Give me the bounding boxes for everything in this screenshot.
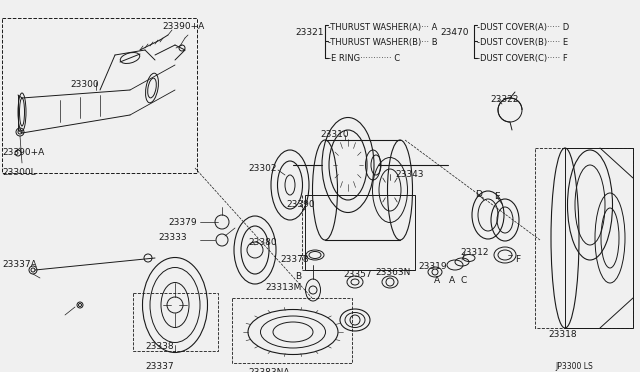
Text: 23337: 23337 bbox=[145, 362, 173, 371]
Text: B: B bbox=[295, 272, 301, 281]
Text: C: C bbox=[461, 276, 467, 285]
Bar bbox=[535, 148, 633, 328]
Text: 23380: 23380 bbox=[248, 238, 276, 247]
Text: A: A bbox=[449, 276, 455, 285]
Text: 23312: 23312 bbox=[460, 248, 488, 257]
Text: JP3300 LS: JP3300 LS bbox=[555, 362, 593, 371]
Text: -THURUST WASHER(A)··· A: -THURUST WASHER(A)··· A bbox=[328, 23, 438, 32]
Text: -THURUST WASHER(B)··· B: -THURUST WASHER(B)··· B bbox=[328, 38, 438, 48]
Text: 23470: 23470 bbox=[440, 29, 469, 38]
Text: -DUST COVER(C)····· F: -DUST COVER(C)····· F bbox=[477, 54, 567, 64]
Text: 23333: 23333 bbox=[158, 233, 187, 242]
Text: D: D bbox=[475, 190, 482, 199]
Text: 23338: 23338 bbox=[145, 342, 173, 351]
Text: 23300L: 23300L bbox=[2, 168, 36, 177]
Text: 23319: 23319 bbox=[418, 262, 447, 271]
Text: -DUST COVER(B)····· E: -DUST COVER(B)····· E bbox=[477, 38, 568, 48]
Text: 23363N: 23363N bbox=[375, 268, 410, 277]
Text: F: F bbox=[515, 255, 520, 264]
Bar bbox=[2, 18, 197, 173]
Bar bbox=[565, 148, 633, 328]
Bar bbox=[133, 293, 218, 351]
Text: A: A bbox=[434, 276, 440, 285]
Text: 23379: 23379 bbox=[168, 218, 196, 227]
Text: 23343: 23343 bbox=[395, 170, 424, 179]
Text: E: E bbox=[494, 192, 500, 201]
Text: 23390+A: 23390+A bbox=[2, 148, 44, 157]
Text: -DUST COVER(A)····· D: -DUST COVER(A)····· D bbox=[477, 23, 569, 32]
Text: 23337A: 23337A bbox=[2, 260, 36, 269]
Text: 23390: 23390 bbox=[286, 200, 315, 209]
Text: 23321: 23321 bbox=[295, 29, 324, 38]
Text: 23390+A: 23390+A bbox=[162, 22, 204, 31]
Bar bbox=[305, 195, 415, 270]
Text: 23357: 23357 bbox=[343, 270, 372, 279]
Text: 23310: 23310 bbox=[320, 130, 349, 139]
Text: 23378: 23378 bbox=[280, 255, 308, 264]
Text: 23313M: 23313M bbox=[265, 283, 301, 292]
Text: 23318: 23318 bbox=[548, 330, 577, 339]
Bar bbox=[232, 298, 352, 363]
Text: 23302: 23302 bbox=[248, 164, 276, 173]
Text: 23383NA: 23383NA bbox=[248, 368, 289, 372]
Text: 23300: 23300 bbox=[70, 80, 99, 89]
Text: 23322: 23322 bbox=[490, 95, 518, 104]
Text: -E RING············ C: -E RING············ C bbox=[328, 54, 400, 64]
